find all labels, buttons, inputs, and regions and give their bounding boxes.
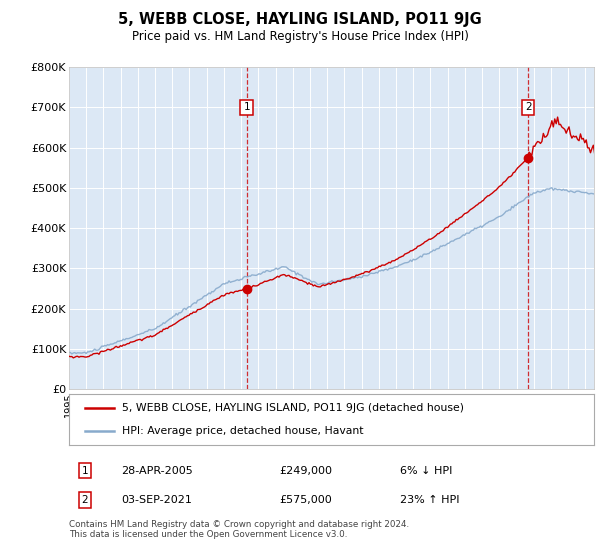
Text: £575,000: £575,000: [279, 495, 332, 505]
Text: HPI: Average price, detached house, Havant: HPI: Average price, detached house, Hava…: [121, 426, 363, 436]
Text: 1: 1: [244, 102, 250, 113]
Text: 2: 2: [82, 495, 88, 505]
Text: 5, WEBB CLOSE, HAYLING ISLAND, PO11 9JG (detached house): 5, WEBB CLOSE, HAYLING ISLAND, PO11 9JG …: [121, 403, 464, 413]
Text: £249,000: £249,000: [279, 465, 332, 475]
Text: 28-APR-2005: 28-APR-2005: [121, 465, 193, 475]
Text: 6% ↓ HPI: 6% ↓ HPI: [400, 465, 452, 475]
Text: 2: 2: [525, 102, 532, 113]
Text: 1: 1: [82, 465, 88, 475]
Text: 23% ↑ HPI: 23% ↑ HPI: [400, 495, 459, 505]
Text: Price paid vs. HM Land Registry's House Price Index (HPI): Price paid vs. HM Land Registry's House …: [131, 30, 469, 43]
Text: Contains HM Land Registry data © Crown copyright and database right 2024.
This d: Contains HM Land Registry data © Crown c…: [69, 520, 409, 539]
Text: 03-SEP-2021: 03-SEP-2021: [121, 495, 193, 505]
Text: 5, WEBB CLOSE, HAYLING ISLAND, PO11 9JG: 5, WEBB CLOSE, HAYLING ISLAND, PO11 9JG: [118, 12, 482, 27]
